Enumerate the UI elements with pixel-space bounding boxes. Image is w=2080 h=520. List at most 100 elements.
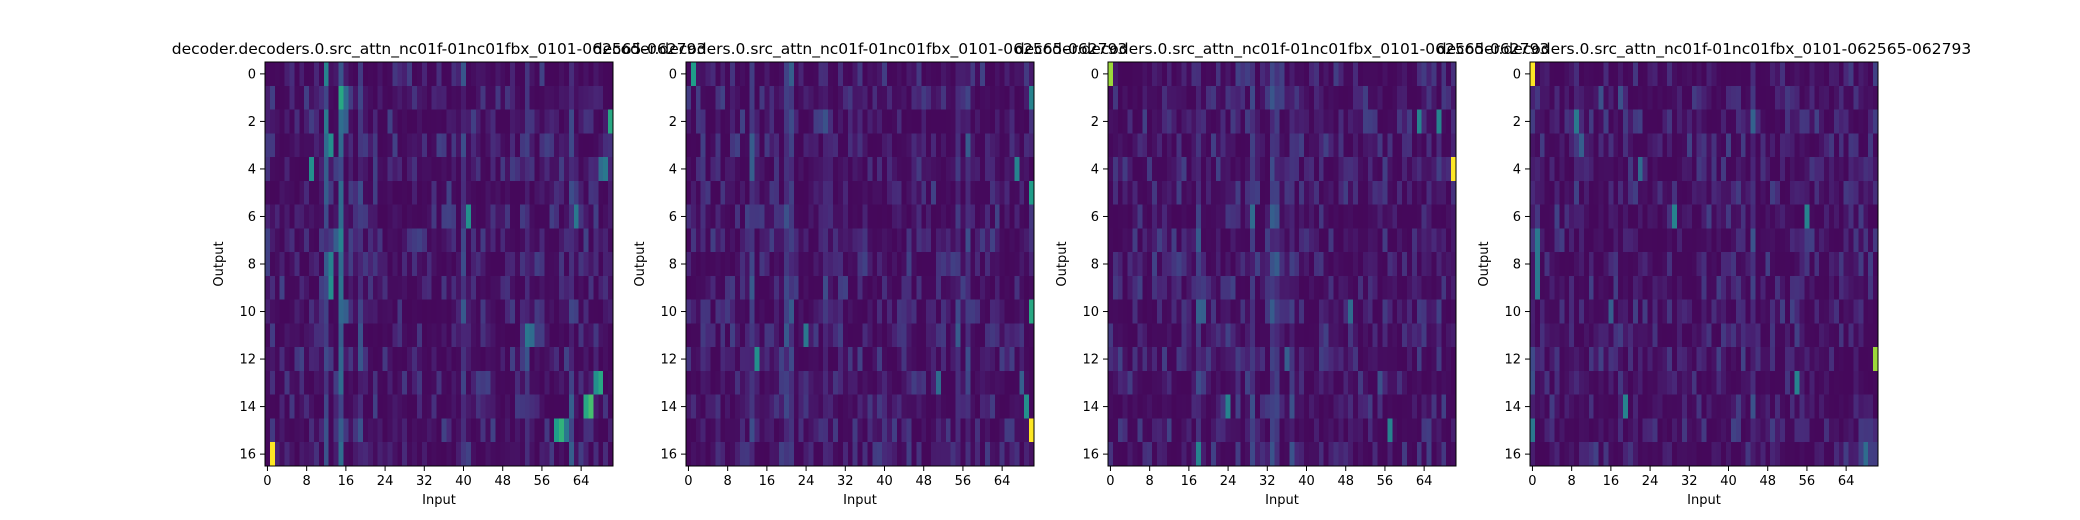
heatmap-cell [377, 275, 383, 300]
heatmap-cell [705, 85, 711, 110]
heatmap-cell [1357, 133, 1364, 158]
heatmap-cell [1814, 133, 1820, 158]
heatmap-cell [1603, 157, 1609, 182]
heatmap-cell [1142, 370, 1148, 396]
heatmap-cell [1196, 394, 1202, 419]
heatmap-cell [289, 180, 295, 205]
heatmap-cell [1760, 85, 1766, 110]
heatmap-cell [1873, 204, 1879, 229]
heatmap-cell [328, 394, 334, 419]
heatmap-cell [1745, 347, 1751, 372]
heatmap-cell [470, 133, 477, 158]
heatmap-cell [769, 180, 775, 205]
heatmap-cell [1333, 347, 1339, 372]
heatmap-cell [1603, 228, 1609, 253]
heatmap-cell [1618, 275, 1624, 300]
heatmap-cell [1436, 157, 1442, 182]
heatmap-cell [495, 157, 501, 182]
heatmap-cell [1269, 418, 1275, 443]
heatmap-cell [1672, 275, 1678, 300]
heatmap-cell [916, 85, 922, 110]
heatmap-cell [1206, 157, 1212, 182]
heatmap-cell [343, 394, 349, 419]
heatmap-cell [1171, 299, 1177, 324]
heatmap-cell [1549, 252, 1555, 277]
heatmap-cell [1637, 109, 1644, 134]
heatmap-cell [872, 133, 878, 158]
heatmap-cell [1814, 109, 1820, 134]
heatmap-cell [1421, 252, 1427, 277]
heatmap-cell [700, 204, 706, 229]
heatmap-cell [265, 157, 271, 182]
heatmap-cell [989, 85, 996, 110]
heatmap-cell [690, 418, 697, 443]
heatmap-cell [735, 133, 741, 158]
heatmap-cell [1554, 62, 1560, 87]
heatmap-cell [921, 228, 927, 253]
heatmap-cell [1647, 85, 1653, 110]
heatmap-cell [710, 133, 716, 158]
heatmap-cell [1779, 252, 1786, 277]
heatmap-cell [774, 228, 780, 253]
heatmap-cell [529, 394, 535, 419]
heatmap-cell [940, 180, 947, 205]
heatmap-cell [867, 204, 873, 229]
heatmap-cell [1191, 157, 1197, 182]
x-tick-label: 24 [1220, 474, 1237, 489]
heatmap-cell [1436, 442, 1442, 467]
heatmap-cell [480, 252, 486, 277]
heatmap-cell [529, 442, 535, 467]
heatmap-cell [965, 204, 971, 229]
heatmap-cell [1112, 157, 1119, 182]
heatmap-cell [1362, 133, 1369, 158]
heatmap-cell [1794, 62, 1800, 87]
heatmap-cell [744, 323, 751, 348]
heatmap-cell [945, 442, 952, 467]
heatmap-cell [1593, 109, 1599, 134]
heatmap-cell [1152, 204, 1158, 229]
heatmap-cell [1863, 252, 1869, 277]
heatmap-cell [1191, 62, 1197, 87]
heatmap-cell [309, 347, 315, 372]
heatmap-cell [837, 299, 844, 324]
heatmap-cell [1029, 275, 1035, 300]
heatmap-cell [945, 275, 952, 300]
heatmap-cell [407, 109, 413, 134]
heatmap-cell [328, 347, 334, 372]
heatmap-cell [1608, 394, 1614, 419]
heatmap-cell [1681, 252, 1688, 277]
heatmap-cell [1201, 228, 1207, 253]
heatmap-cell [970, 418, 976, 443]
heatmap-cell [323, 62, 330, 87]
heatmap-cell [1274, 394, 1280, 419]
heatmap-cell [314, 62, 320, 87]
heatmap-cell [1814, 204, 1820, 229]
heatmap-cell [842, 133, 849, 158]
heatmap-cell [363, 204, 369, 229]
heatmap-cell [862, 299, 868, 324]
heatmap-cell [446, 157, 452, 182]
heatmap-cell [1549, 109, 1555, 134]
heatmap-cell [989, 370, 996, 396]
heatmap-cell [1029, 347, 1035, 372]
heatmap-cell [333, 228, 339, 253]
heatmap-cell [980, 323, 986, 348]
heatmap-cell [1406, 157, 1413, 182]
heatmap-cell [451, 133, 457, 158]
heatmap-cell [984, 204, 991, 229]
heatmap-cell [431, 62, 437, 87]
heatmap-cell [426, 133, 432, 158]
heatmap-cell [1191, 442, 1197, 467]
heatmap-cell [318, 442, 325, 467]
heatmap-cell [1672, 323, 1678, 348]
heatmap-cell [1446, 370, 1452, 396]
heatmap-cell [1284, 275, 1290, 300]
heatmap-cell [798, 62, 804, 87]
heatmap-cell [715, 442, 721, 467]
heatmap-cell [1009, 299, 1015, 324]
heatmap-cell [461, 133, 467, 158]
heatmap-cell [965, 275, 971, 300]
heatmap-cell [931, 370, 937, 396]
heatmap-cell [318, 133, 325, 158]
heatmap-cell [1799, 347, 1805, 372]
